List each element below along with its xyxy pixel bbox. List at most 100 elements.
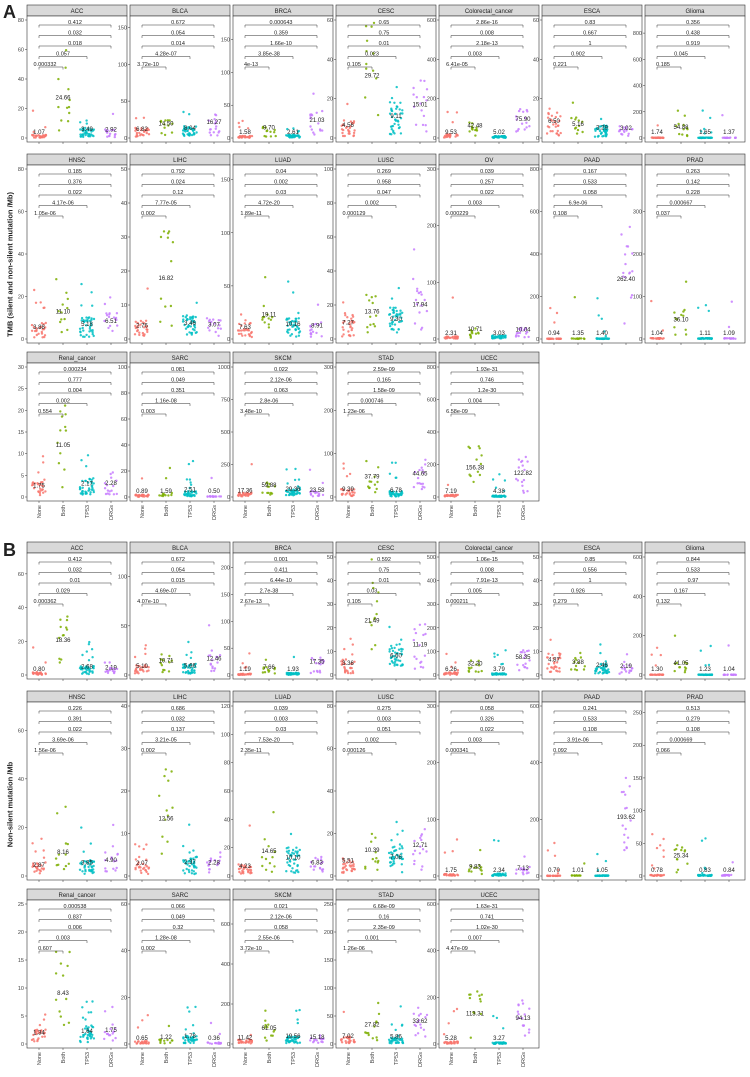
data-point [312, 868, 315, 871]
data-point [321, 870, 324, 873]
y-tick-label: 5 [21, 473, 24, 479]
data-point [141, 666, 144, 669]
data-point [62, 867, 66, 871]
data-point [244, 136, 247, 139]
data-point [284, 493, 288, 497]
data-point [340, 660, 343, 663]
data-point [515, 334, 518, 337]
data-point [103, 487, 107, 490]
y-tick-label: 10 [18, 452, 24, 458]
data-point [370, 832, 374, 836]
data-point [30, 1038, 34, 1042]
data-point [524, 653, 527, 657]
facet-title: PRAD [687, 695, 704, 701]
data-point [79, 128, 82, 131]
data-point [600, 125, 603, 128]
data-point [601, 672, 604, 675]
data-point [555, 311, 559, 315]
data-point [312, 323, 315, 326]
p-value-label: 1.16e-08 [155, 399, 177, 405]
data-point [189, 483, 193, 486]
data-point [38, 493, 42, 497]
mean-label: 2.76 [136, 324, 148, 330]
p-value-label: 0.513 [686, 706, 700, 712]
data-point [209, 323, 212, 326]
data-point [628, 272, 631, 275]
y-tick-label: 120 [221, 704, 230, 710]
data-point [319, 659, 322, 662]
data-point [659, 337, 662, 340]
data-point [187, 640, 190, 644]
data-point [314, 856, 317, 860]
mean-label: 2.31 [445, 331, 457, 337]
data-point [68, 950, 71, 954]
data-point [705, 673, 708, 676]
data-point [655, 136, 659, 139]
y-tick-label: 0 [124, 673, 127, 679]
data-point [58, 1010, 61, 1013]
data-point [710, 131, 713, 134]
data-point [474, 134, 477, 137]
x-tick-label: TP53 [188, 505, 194, 518]
data-point [273, 865, 276, 868]
data-point [182, 318, 185, 321]
data-point [79, 331, 82, 334]
data-point [57, 129, 61, 132]
data-point [517, 109, 521, 113]
y-tick-label: 100 [324, 452, 333, 458]
data-point [183, 493, 186, 496]
mean-label: 24.66 [55, 96, 71, 102]
data-point [392, 306, 395, 309]
data-point [135, 664, 138, 667]
y-tick-label: 400 [427, 430, 436, 436]
p-value-label: 1 [588, 41, 591, 47]
p-value-label: 0.029 [56, 589, 70, 595]
y-tick-label: 200 [633, 252, 642, 258]
data-point [419, 836, 422, 840]
data-point [552, 667, 555, 670]
data-point [697, 874, 701, 877]
data-point [82, 329, 85, 332]
p-value-label: 0.000341 [446, 748, 469, 754]
mean-label: 1.11 [699, 331, 711, 337]
data-point [390, 644, 393, 648]
facet-panel: LUSC0204060805.5110.397.0612.710.0001260… [327, 690, 437, 882]
data-point [388, 322, 392, 325]
data-point [548, 874, 552, 878]
data-point [159, 662, 163, 665]
x-tick-label: TP53 [85, 505, 91, 518]
data-point [296, 864, 299, 868]
facet-title: LUSC [378, 158, 395, 164]
data-point [686, 128, 689, 131]
data-point [388, 650, 391, 653]
y-tick-label: 400 [427, 579, 436, 585]
data-point [342, 870, 345, 873]
data-point [213, 122, 217, 125]
mean-label: 3.85 [81, 861, 93, 867]
p-value-label: 0.108 [686, 727, 700, 733]
data-point [111, 329, 114, 333]
p-value-label: 0.051 [377, 727, 391, 733]
data-point [236, 329, 240, 332]
data-point [546, 116, 550, 119]
data-point [90, 485, 94, 488]
p-value-label: 0.326 [480, 717, 494, 723]
y-tick-label: 400 [427, 57, 436, 63]
data-point [624, 776, 628, 780]
p-value-label: 0.014 [171, 41, 185, 47]
data-point [285, 1041, 288, 1045]
data-point [623, 841, 626, 844]
data-point [287, 490, 290, 494]
data-point [625, 806, 628, 810]
p-value-label: 0.01 [379, 578, 390, 584]
p-value-label: 1.28e-08 [155, 936, 177, 942]
data-point [451, 494, 454, 497]
facet-title: SKCM [274, 356, 291, 362]
data-point [240, 332, 243, 335]
data-point [291, 848, 295, 852]
data-point [478, 473, 482, 477]
p-value-label: 0.108 [583, 727, 597, 733]
data-point [241, 135, 244, 138]
data-point [115, 866, 118, 870]
